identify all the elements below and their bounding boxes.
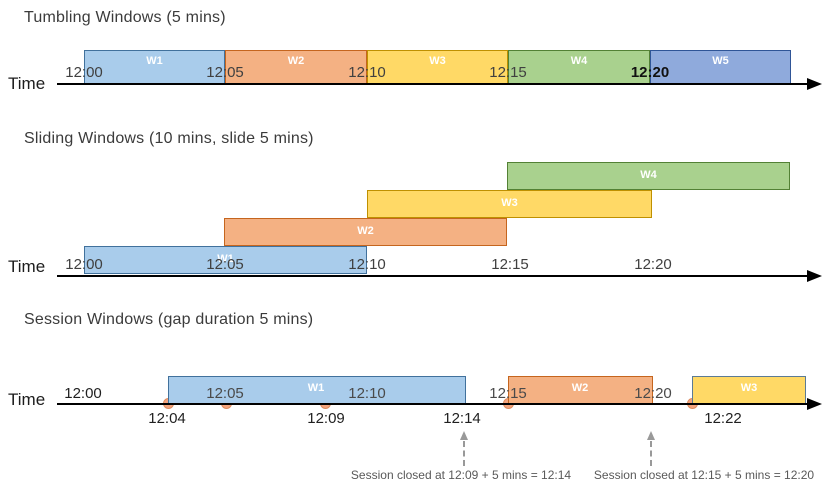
time-axis-label: Time bbox=[8, 257, 46, 276]
event-time-label: 12:22 bbox=[704, 410, 742, 427]
tick-label: 12:00 bbox=[65, 64, 103, 81]
time-axis-line bbox=[57, 403, 807, 405]
tick-label: 12:05 bbox=[206, 64, 244, 81]
callout-dashed-stem bbox=[650, 441, 652, 466]
window-box bbox=[692, 376, 806, 404]
tick-label: 12:00 bbox=[64, 385, 102, 402]
window-label: W3 bbox=[740, 382, 758, 394]
window-box bbox=[84, 246, 367, 274]
tick-label: 12:15 bbox=[489, 64, 527, 81]
section-title: Sliding Windows (10 mins, slide 5 mins) bbox=[24, 130, 314, 147]
event-time-label: 12:14 bbox=[443, 410, 481, 427]
window-label: W5 bbox=[712, 55, 729, 67]
window-box bbox=[84, 50, 225, 84]
window-box bbox=[224, 218, 507, 246]
window-time-label: 12:05 bbox=[206, 385, 244, 402]
window-time-label: 12:10 bbox=[348, 385, 386, 402]
window-box bbox=[650, 50, 791, 84]
window-label: W3 bbox=[429, 55, 446, 67]
window-label: W4 bbox=[570, 55, 588, 67]
window-box bbox=[225, 50, 367, 84]
window-label: W2 bbox=[571, 382, 589, 394]
event-time-label: 12:04 bbox=[148, 410, 186, 427]
window-label: W1 bbox=[146, 55, 163, 67]
time-axis-label: Time bbox=[8, 390, 46, 409]
window-box bbox=[367, 50, 508, 84]
window-box bbox=[168, 376, 466, 404]
time-axis-arrowhead bbox=[807, 398, 822, 410]
callout-annotation: Session closed at 12:09 + 5 mins = 12:14 bbox=[350, 468, 572, 482]
callout-arrowhead-icon bbox=[460, 431, 468, 440]
tick-label: 12:10 bbox=[348, 256, 386, 273]
tick-label: 12:05 bbox=[206, 256, 244, 273]
section-title: Tumbling Windows (5 mins) bbox=[24, 9, 226, 26]
window-time-label: 12:20 bbox=[634, 385, 672, 402]
time-axis-line bbox=[57, 83, 807, 85]
time-axis-arrowhead bbox=[807, 270, 822, 282]
time-axis-line bbox=[57, 275, 807, 277]
window-label: W4 bbox=[640, 169, 657, 181]
window-label: W1 bbox=[217, 253, 234, 265]
tick-label: 12:00 bbox=[65, 256, 103, 273]
window-label: W1 bbox=[307, 382, 325, 394]
tick-label: 12:20 bbox=[630, 64, 670, 81]
tick-label: 12:15 bbox=[491, 256, 529, 273]
window-label: W2 bbox=[287, 55, 305, 67]
window-label: W2 bbox=[357, 225, 374, 237]
window-box bbox=[507, 162, 790, 190]
tick-label: 12:20 bbox=[634, 256, 672, 273]
time-axis-arrowhead bbox=[807, 78, 822, 90]
callout-annotation: Session closed at 12:15 + 5 mins = 12:20 bbox=[593, 468, 815, 482]
window-time-label: 12:15 bbox=[489, 385, 527, 402]
time-axis-label: Time bbox=[8, 74, 46, 93]
window-box bbox=[367, 190, 652, 218]
window-label: W3 bbox=[501, 197, 518, 209]
callout-arrowhead-icon bbox=[647, 431, 655, 440]
event-time-label: 12:09 bbox=[307, 410, 345, 427]
callout-dashed-stem bbox=[463, 441, 465, 466]
section-title: Session Windows (gap duration 5 mins) bbox=[24, 311, 314, 328]
tick-label: 12:10 bbox=[348, 64, 386, 81]
